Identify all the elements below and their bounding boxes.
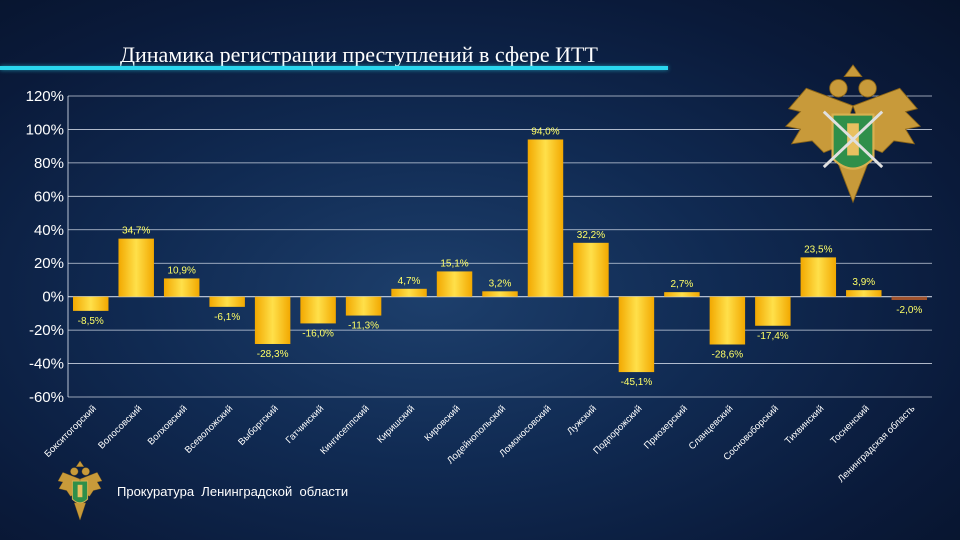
y-tick-label: -40%: [29, 356, 64, 373]
data-label: -28,6%: [712, 349, 744, 360]
x-category-label: Сланцевский: [687, 403, 736, 452]
data-label: 2,7%: [670, 279, 693, 290]
bar: [527, 139, 564, 297]
data-label: -28,3%: [257, 349, 289, 360]
x-category-label: Кингисеппский: [318, 403, 372, 457]
y-tick-label: 0%: [42, 289, 64, 306]
bar: [163, 278, 200, 297]
data-label: 15,1%: [440, 258, 468, 269]
x-category-label: Тихвинский: [783, 403, 827, 447]
title-underline: [0, 66, 668, 70]
x-category-label: Всеволожский: [183, 403, 235, 455]
y-tick-label: 20%: [34, 255, 64, 272]
x-category-label: Тосненский: [829, 403, 872, 446]
x-category-label: Бокситогорский: [42, 403, 98, 459]
data-label: 4,7%: [398, 276, 421, 287]
x-category-label: Выборгский: [236, 403, 281, 448]
data-label: -8,5%: [78, 316, 104, 327]
data-label: -6,1%: [214, 312, 240, 323]
bar: [436, 271, 473, 297]
y-tick-label: -20%: [29, 322, 64, 339]
y-tick-label: 100%: [26, 121, 64, 138]
bar: [482, 291, 518, 297]
data-label: -45,1%: [621, 377, 653, 388]
bar: [209, 296, 245, 307]
bar: [891, 296, 927, 301]
data-label: -16,0%: [302, 328, 334, 339]
bar: [709, 296, 746, 345]
data-label: 32,2%: [577, 230, 605, 241]
data-label: 34,7%: [122, 226, 150, 237]
x-category-label: Приозерский: [642, 403, 690, 451]
bar: [254, 296, 291, 344]
data-label: -11,3%: [348, 321, 379, 332]
y-tick-label: -60%: [29, 389, 64, 406]
x-category-label: Ленинградская область: [836, 403, 918, 485]
bar: [755, 296, 791, 326]
bar: [664, 292, 700, 297]
y-tick-label: 80%: [34, 155, 64, 172]
bar: [300, 296, 336, 324]
x-category-label: Волховский: [146, 403, 190, 447]
bar: [846, 290, 882, 297]
x-category-label: Подпорожский: [591, 403, 644, 456]
x-category-label: Волосовский: [96, 403, 144, 451]
eagle-emblem-icon: [784, 64, 922, 204]
data-label: -17,4%: [757, 331, 789, 342]
bar: [573, 242, 609, 297]
data-label: 10,9%: [168, 265, 196, 276]
bar: [73, 296, 109, 311]
data-label: 3,9%: [852, 277, 875, 288]
bar: [800, 257, 837, 297]
data-label: 23,5%: [804, 244, 832, 255]
y-tick-label: 40%: [34, 222, 64, 239]
bar: [118, 238, 154, 297]
eagle-emblem-small-icon: [57, 460, 103, 521]
y-tick-label: 120%: [26, 88, 64, 105]
x-category-label: Гатчинский: [284, 403, 326, 445]
x-category-label: Кировский: [422, 403, 462, 443]
bar: [618, 296, 655, 373]
footer-organization: Прокуратура Ленинградской области: [117, 484, 349, 499]
y-tick-label: 60%: [34, 188, 64, 205]
x-category-label: Киришский: [375, 403, 417, 445]
data-label: 94,0%: [531, 126, 559, 137]
data-label: -2,0%: [896, 305, 922, 316]
bar: [391, 288, 427, 297]
bar: [345, 296, 382, 316]
data-label: 3,2%: [489, 278, 512, 289]
chart-title: Динамика регистрации преступлений в сфер…: [120, 42, 598, 67]
x-category-label: Лужский: [565, 403, 599, 437]
